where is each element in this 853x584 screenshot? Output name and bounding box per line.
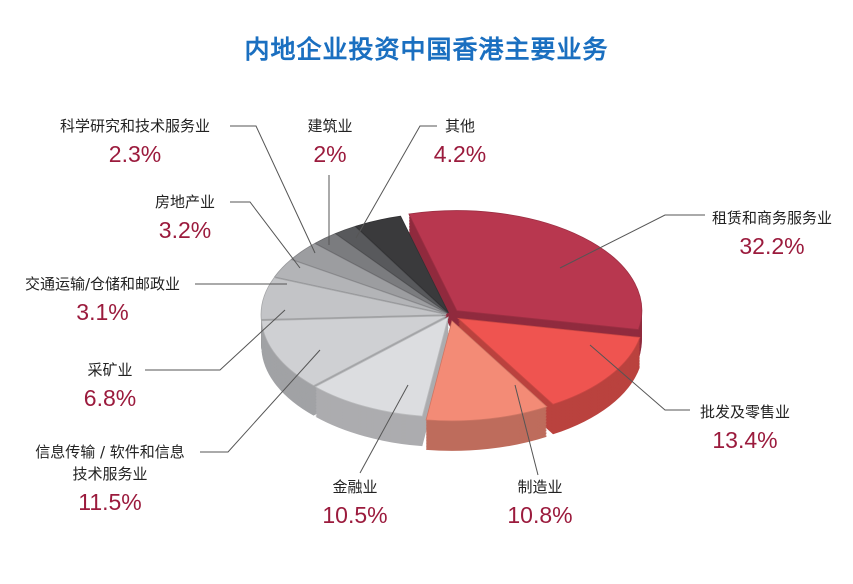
pie-slice-8 bbox=[314, 233, 448, 314]
slice-value: 4.2% bbox=[433, 141, 487, 167]
slice-value: 13.4% bbox=[712, 427, 778, 453]
leader-line-5 bbox=[145, 309, 286, 371]
leader-line-0 bbox=[559, 214, 705, 269]
slice-value: 3.2% bbox=[158, 217, 212, 243]
leader-line-8 bbox=[230, 125, 316, 254]
slice-name: 信息传输 / 软件和信息技术服务业 bbox=[35, 443, 185, 483]
label-wholesale: 批发及零售业 13.4% bbox=[680, 401, 810, 457]
slice-name: 制造业 bbox=[517, 478, 563, 496]
slice-value: 2.3% bbox=[108, 141, 162, 167]
label-other: 其他 4.2% bbox=[425, 115, 495, 171]
leader-line-10 bbox=[355, 125, 437, 239]
pie-slice-5 bbox=[260, 277, 447, 320]
leader-line-1 bbox=[589, 344, 690, 411]
slice-value: 6.8% bbox=[83, 385, 137, 411]
label-science: 科学研究和技术服务业 2.3% bbox=[40, 115, 230, 171]
slice-name: 建筑业 bbox=[307, 117, 353, 135]
pie-slice-9 bbox=[334, 226, 449, 314]
label-it: 信息传输 / 软件和信息技术服务业 11.5% bbox=[15, 441, 205, 519]
label-finance: 金融业 10.5% bbox=[305, 476, 405, 532]
slice-value: 32.2% bbox=[739, 233, 805, 259]
leader-line-3 bbox=[359, 384, 409, 474]
pie-slice-0 bbox=[408, 210, 643, 330]
label-leasing: 租赁和商务服务业 32.2% bbox=[697, 207, 847, 263]
slice-name: 批发及零售业 bbox=[699, 403, 790, 421]
slice-name: 科学研究和技术服务业 bbox=[59, 117, 210, 135]
slice-value: 10.8% bbox=[507, 502, 573, 528]
slice-value: 2% bbox=[313, 141, 347, 167]
pie-slice-3 bbox=[314, 316, 449, 417]
label-transport: 交通运输/仓储和邮政业 3.1% bbox=[5, 273, 200, 329]
pie-slice-1 bbox=[457, 317, 641, 405]
label-mining: 采矿业 6.8% bbox=[60, 359, 160, 415]
leader-line-2 bbox=[514, 384, 539, 476]
label-manufacturing: 制造业 10.8% bbox=[490, 476, 590, 532]
slice-name: 房地产业 bbox=[154, 193, 215, 211]
pie-slice-10 bbox=[354, 215, 449, 314]
pie-slice-4 bbox=[261, 315, 447, 387]
slice-name: 租赁和商务服务业 bbox=[711, 209, 832, 227]
slice-name: 采矿业 bbox=[87, 361, 133, 379]
slice-value: 11.5% bbox=[78, 489, 142, 515]
pie-slice-2 bbox=[425, 320, 548, 422]
pie-slice-7 bbox=[290, 243, 448, 314]
leader-line-4 bbox=[200, 349, 321, 453]
slice-name: 其他 bbox=[444, 117, 475, 135]
slice-value: 3.1% bbox=[76, 299, 129, 325]
chart-title: 内地企业投资中国香港主要业务 bbox=[244, 35, 609, 64]
slice-name: 交通运输/仓储和邮政业 bbox=[24, 275, 181, 293]
leader-line-7 bbox=[230, 201, 301, 269]
label-construction: 建筑业 2% bbox=[295, 115, 365, 171]
slice-name: 金融业 bbox=[332, 478, 378, 496]
label-real-estate: 房地产业 3.2% bbox=[140, 191, 230, 247]
pie-slice-6 bbox=[273, 259, 447, 315]
slice-value: 10.5% bbox=[322, 502, 388, 528]
